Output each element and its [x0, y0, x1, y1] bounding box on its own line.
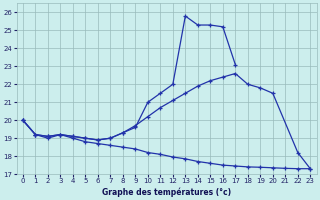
- X-axis label: Graphe des températures (°c): Graphe des températures (°c): [102, 187, 231, 197]
